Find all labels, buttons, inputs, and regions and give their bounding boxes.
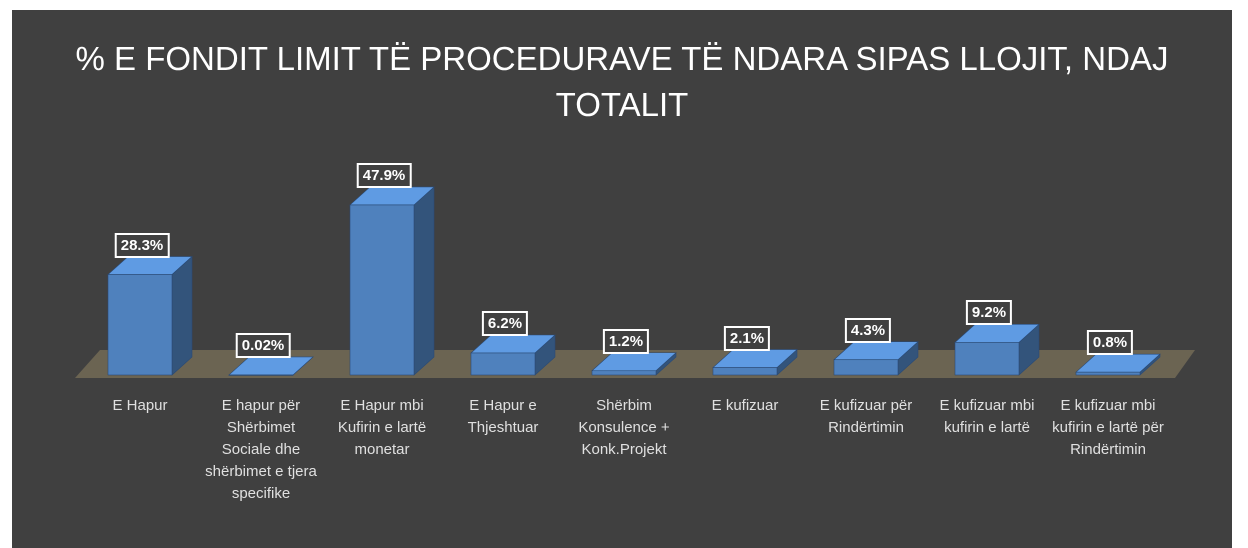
data-label: 47.9% [356,162,412,188]
bar [712,367,778,376]
bar [228,374,294,376]
bar-side [413,186,435,376]
x-tick-label: E Hapur mbi Kufirin e lartë monetar [337,397,427,458]
bar [107,274,173,376]
data-label: 6.2% [481,310,529,336]
x-tick-label: E Hapur [112,397,168,414]
data-label: 2.1% [723,325,771,351]
x-tick-label: Shërbim Konsulence + Konk.Projekt [578,397,670,458]
x-tick-label: E Hapur e Thjeshtuar [467,397,539,436]
bar-side [171,255,193,376]
x-tick-label: E kufizuar për Rindërtimin [819,397,913,436]
x-tick-label: E kufizuar mbi kufirin e lartë për Rindë… [1052,397,1164,458]
data-label: 28.3% [114,232,170,258]
data-label: 4.3% [844,317,892,343]
bar [1075,371,1141,376]
data-label: 0.8% [1086,330,1134,356]
data-label: 1.2% [602,328,650,354]
x-tick-label: E hapur për Shërbimet Sociale dhe shërbi… [205,397,317,502]
x-tick-label: E kufizuar mbi kufirin e lartë [939,397,1035,436]
chart-title: % E FONDIT LIMIT TË PROCEDURAVE TË NDARA… [75,40,1169,123]
bar [833,359,899,376]
plot [75,186,1195,378]
bar [470,352,536,376]
data-label: 9.2% [965,300,1013,326]
bar [349,204,415,376]
x-tick-label: E kufizuar [711,397,779,414]
data-label: 0.02% [235,332,291,358]
chart: % E FONDIT LIMIT TË PROCEDURAVE TË NDARA… [12,10,1232,548]
bar [591,370,657,376]
bar [954,342,1020,376]
